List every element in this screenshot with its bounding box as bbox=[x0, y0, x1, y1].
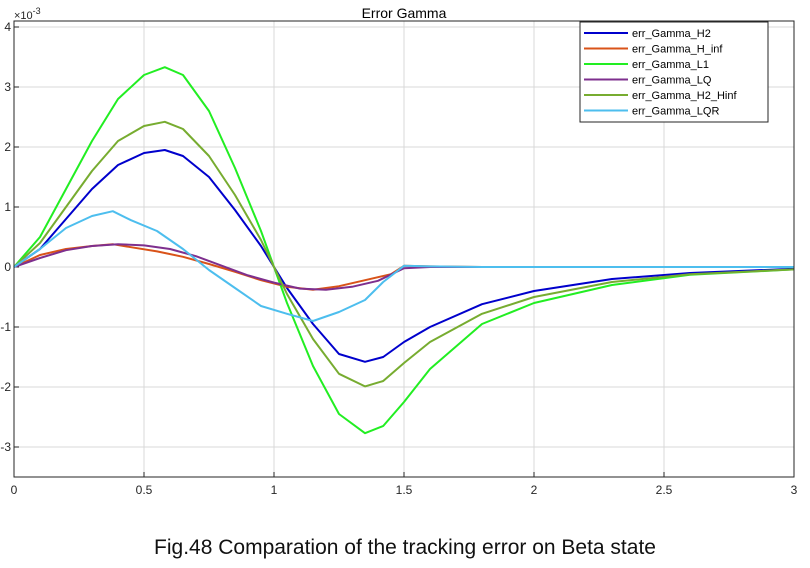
y-tick-label: 3 bbox=[4, 80, 11, 94]
legend-label-err_Gamma_L1: err_Gamma_L1 bbox=[632, 59, 709, 71]
y-exponent-label: ×10-3 bbox=[14, 6, 41, 22]
x-tick-label: 2 bbox=[531, 483, 538, 497]
series-line-err_Gamma_LQR bbox=[13, 210, 794, 322]
x-tick-label: 0 bbox=[11, 483, 18, 497]
x-tick-label: 2.5 bbox=[656, 483, 673, 497]
legend-label-err_Gamma_H_inf: err_Gamma_H_inf bbox=[632, 44, 723, 56]
x-tick-label: 3 bbox=[791, 483, 798, 497]
legend: err_Gamma_H2 err_Gamma_H_inf err_Gamma_L1e… bbox=[579, 21, 769, 123]
legend-label-err_Gamma_H2_Hinf: err_Gamma_H2_Hinf bbox=[632, 90, 737, 102]
x-tick-label: 1.5 bbox=[396, 483, 413, 497]
series-line-err_Gamma_H2_Hinf bbox=[13, 120, 795, 388]
legend-label-err_Gamma_LQ: err_Gamma_LQ bbox=[632, 75, 712, 87]
chart-title: Error Gamma bbox=[362, 5, 447, 21]
legend-box bbox=[579, 21, 769, 123]
legend-label-err_Gamma_LQR: err_Gamma_LQR bbox=[632, 106, 719, 118]
figure-caption: Fig.48 Comparation of the tracking error… bbox=[154, 536, 656, 559]
y-tick-label: 4 bbox=[4, 20, 11, 34]
y-exponent-power: -3 bbox=[33, 6, 41, 16]
series-line-err_Gamma_H2 bbox=[13, 149, 795, 363]
y-tick-label: -2 bbox=[0, 380, 11, 394]
x-tick-label: 0.5 bbox=[136, 483, 153, 497]
series-group bbox=[13, 66, 795, 435]
legend-label-err_Gamma_H2: err_Gamma_H2 bbox=[632, 28, 711, 40]
y-tick-label: 0 bbox=[4, 260, 11, 274]
y-tick-label: -1 bbox=[0, 320, 11, 334]
axes: 0 0.5 1 1.5 2 2.5 3 -3 -2 -1 0 1 2 3 4 bbox=[0, 20, 797, 497]
y-exponent-base: ×10 bbox=[14, 10, 33, 22]
y-tick-label: -3 bbox=[0, 440, 11, 454]
y-tick-label: 2 bbox=[4, 140, 11, 154]
plot-frame bbox=[13, 20, 795, 478]
chart: 0 0.5 1 1.5 2 2.5 3 -3 -2 -1 0 1 2 3 4 Error Gamma ×10… bbox=[0, 5, 797, 497]
x-tick-label: 1 bbox=[271, 483, 278, 497]
y-tick-label: 1 bbox=[4, 200, 11, 214]
